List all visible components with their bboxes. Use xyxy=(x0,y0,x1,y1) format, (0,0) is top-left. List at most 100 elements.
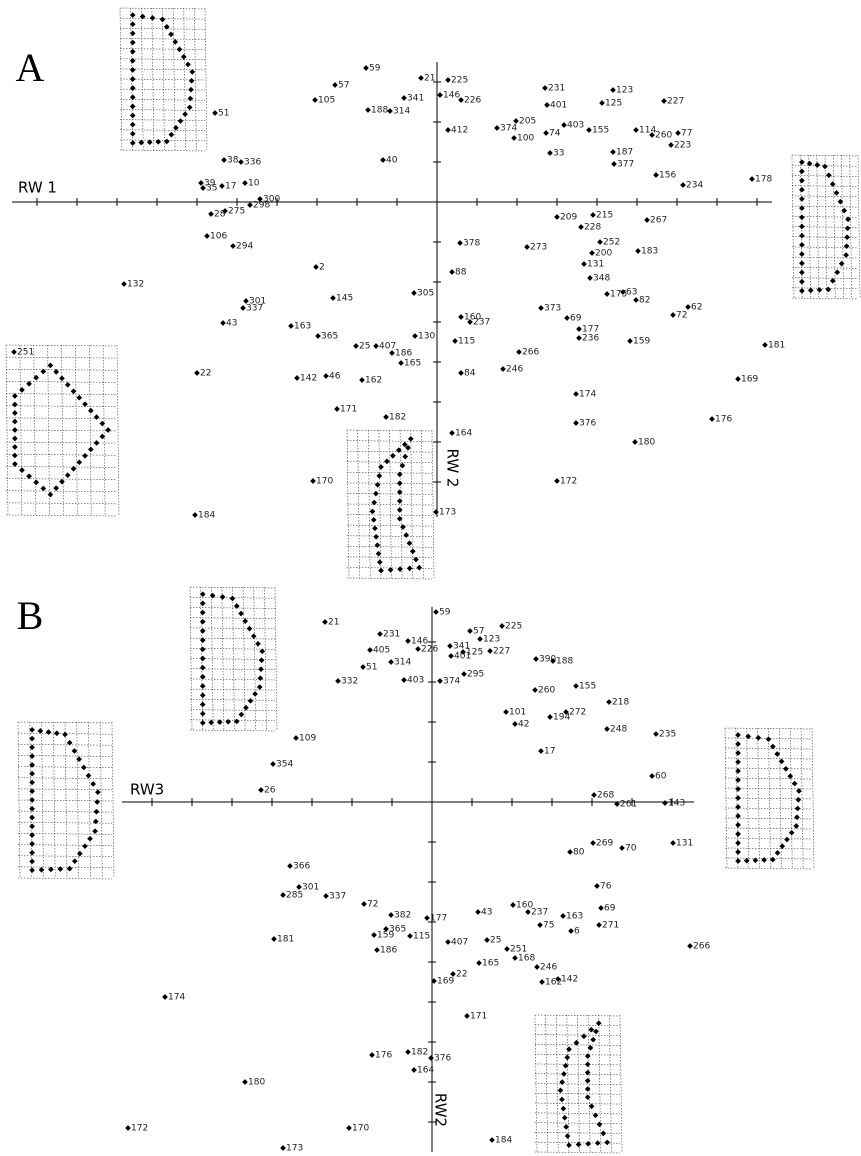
point-label: 38 xyxy=(227,156,239,166)
outline-dot xyxy=(29,806,35,812)
grid-stroke xyxy=(725,838,812,839)
outline-dot xyxy=(168,32,174,38)
outline-dot xyxy=(67,740,73,746)
point-label: 10 xyxy=(248,179,260,189)
point xyxy=(487,648,493,654)
grid-stroke xyxy=(89,722,91,878)
grid-stroke xyxy=(400,430,402,578)
outline-dot xyxy=(403,532,409,538)
point xyxy=(238,159,244,165)
grid-stroke xyxy=(535,1152,620,1153)
point-label: 246 xyxy=(540,963,557,973)
outline-dot xyxy=(844,234,850,240)
outline-dot xyxy=(188,96,194,102)
grid-stroke xyxy=(18,822,112,823)
outline-dot xyxy=(130,140,136,146)
outline-dot xyxy=(799,288,805,294)
point xyxy=(270,761,276,767)
point-label: 235 xyxy=(659,730,676,740)
outline-dot xyxy=(735,849,741,855)
outline-dot xyxy=(65,382,71,388)
point xyxy=(587,275,593,281)
outline-dot xyxy=(26,473,32,479)
point xyxy=(411,290,417,296)
grid-stroke xyxy=(535,1093,620,1094)
point-label: 165 xyxy=(482,959,499,969)
point-label: 275 xyxy=(228,207,245,217)
point xyxy=(401,95,407,101)
point-label: 231 xyxy=(548,84,565,94)
outline-dot xyxy=(94,809,100,815)
point-label: 84 xyxy=(464,369,476,379)
point xyxy=(500,366,506,372)
point xyxy=(573,420,579,426)
point-label: 305 xyxy=(417,289,434,299)
point-label: 337 xyxy=(329,892,346,902)
point-label: 298 xyxy=(253,201,270,211)
point-label: 205 xyxy=(519,117,536,127)
outline-dot xyxy=(390,453,396,459)
outline-dot xyxy=(375,482,381,488)
outline-dot xyxy=(735,795,741,801)
grid-stroke xyxy=(390,430,392,578)
point xyxy=(735,376,741,382)
point-label: 407 xyxy=(379,342,396,352)
point xyxy=(653,731,659,737)
point-label: 314 xyxy=(393,107,410,117)
outline-dot xyxy=(29,815,35,821)
outline-dot xyxy=(826,172,832,178)
outline-dot xyxy=(92,828,98,834)
point xyxy=(475,909,481,915)
grid-stroke xyxy=(6,442,117,443)
outline-dot xyxy=(397,480,403,486)
point xyxy=(449,430,455,436)
outline-dot xyxy=(559,1097,565,1103)
outline-dot xyxy=(410,549,416,555)
outline-dot xyxy=(843,252,849,258)
point xyxy=(554,214,560,220)
grid-stroke xyxy=(190,730,275,731)
point-label: 6 xyxy=(574,927,580,937)
grid-stroke xyxy=(120,38,205,39)
point xyxy=(670,312,676,318)
outline-dot xyxy=(200,619,206,625)
outline-dot xyxy=(208,720,214,726)
point-label: 164 xyxy=(455,429,472,439)
outline-dot xyxy=(77,851,83,857)
point-label: 412 xyxy=(451,126,468,136)
point xyxy=(312,97,318,103)
grid-stroke xyxy=(6,515,117,516)
outline-dot xyxy=(182,111,188,117)
point-label: 332 xyxy=(341,677,358,687)
outline-dot xyxy=(774,751,780,757)
point xyxy=(578,224,584,230)
point-label: 294 xyxy=(236,242,253,252)
point xyxy=(538,305,544,311)
point xyxy=(644,217,650,223)
outline-dot xyxy=(588,1027,594,1033)
outline-dot xyxy=(799,279,805,285)
point xyxy=(323,373,329,379)
outline-dot xyxy=(259,657,265,663)
grid-stroke xyxy=(535,1103,620,1104)
point xyxy=(371,932,377,938)
point-label: 70 xyxy=(625,844,637,854)
point-label: 51 xyxy=(218,109,229,119)
point-label: 365 xyxy=(321,332,338,342)
outline-dot xyxy=(130,94,136,100)
point xyxy=(611,161,617,167)
point xyxy=(447,643,453,649)
outline-dot xyxy=(46,729,52,735)
point-label: 186 xyxy=(380,946,397,956)
point xyxy=(310,478,316,484)
point xyxy=(365,107,371,113)
grid-stroke xyxy=(817,155,819,298)
point-label: 172 xyxy=(131,1124,148,1134)
point xyxy=(467,628,473,634)
outline-dot xyxy=(799,251,805,257)
outline-dot xyxy=(19,467,25,473)
outline-dot xyxy=(130,58,136,64)
outline-dot xyxy=(200,674,206,680)
point xyxy=(670,840,676,846)
point-label: 164 xyxy=(417,1066,434,1076)
